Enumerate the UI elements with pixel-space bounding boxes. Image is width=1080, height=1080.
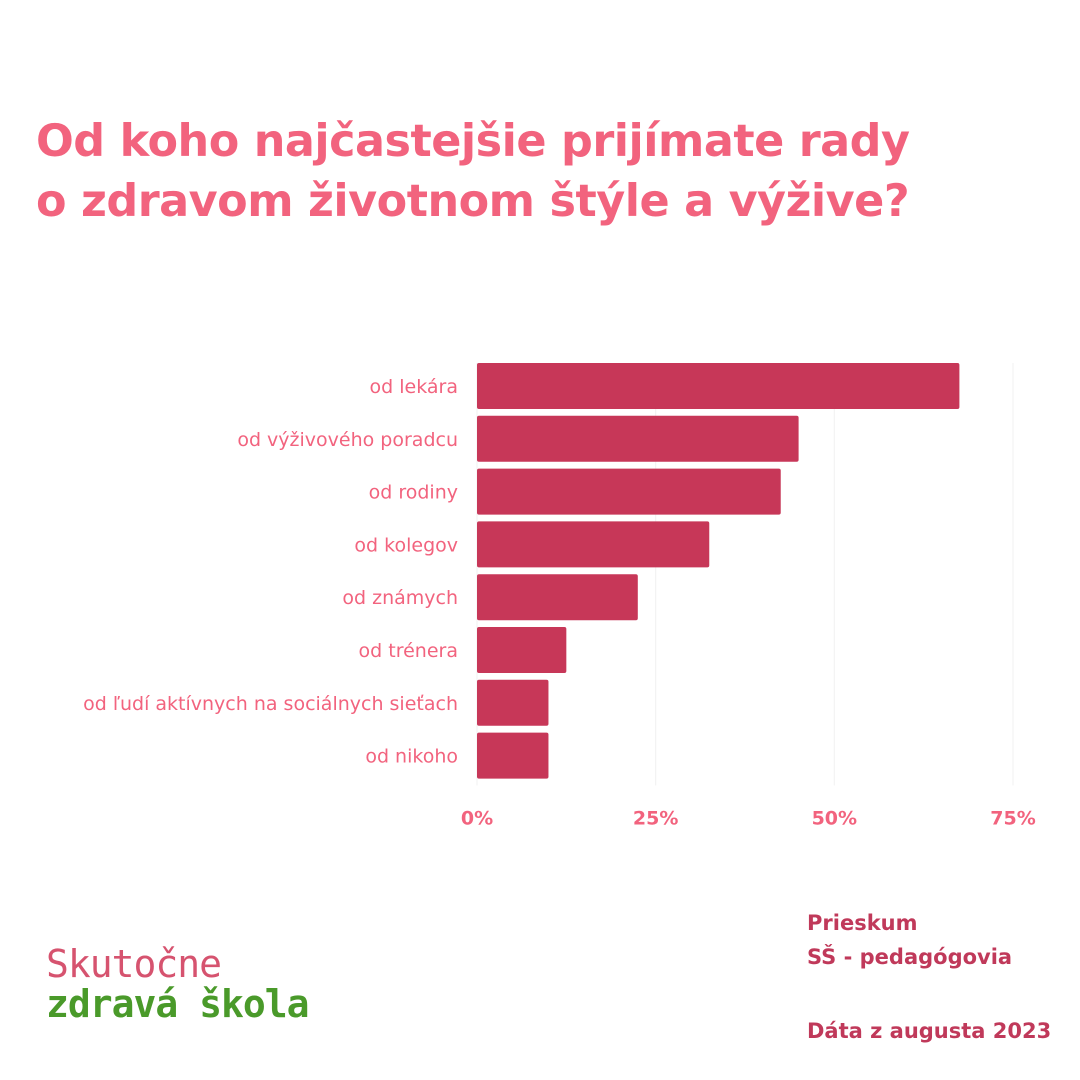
bar (477, 415, 799, 462)
bar (477, 521, 710, 568)
x-tick-label: 25% (633, 807, 678, 829)
category-label: od kolegov (354, 534, 458, 556)
bar-chart: od lekára od výživového poradcu od rodiny o… (83, 363, 1036, 829)
bar (477, 574, 638, 621)
x-axis-tick-labels: 0% 25% 50% 75% (461, 807, 1036, 829)
chart-title: Od koho najčastejšie prijímate rady o zd… (36, 112, 1056, 232)
bar (477, 468, 781, 515)
survey-info: Prieskum SŠ - pedagógovia Dáta z augusta… (807, 906, 1051, 1048)
category-label: od ľudí aktívnych na sociálnych sieťach (83, 693, 458, 715)
survey-group: SŠ - pedagógovia (807, 945, 1013, 969)
category-label: od lekára (370, 376, 458, 398)
survey-date: Dáta z augusta 2023 (807, 1019, 1052, 1043)
bar (477, 679, 549, 726)
bar (477, 363, 960, 409)
survey-name: Prieskum (807, 911, 918, 935)
x-tick-label: 50% (812, 807, 857, 829)
category-label: od rodiny (369, 482, 458, 504)
category-label: od známych (342, 587, 458, 609)
x-tick-label: 0% (461, 807, 493, 829)
x-tick-label: 75% (990, 807, 1035, 829)
logo-line-1: Skutočne (46, 942, 222, 986)
bars (477, 363, 960, 779)
chart-title-line-1: Od koho najčastejšie prijímate rady (36, 116, 910, 167)
category-label: od trénera (359, 640, 458, 662)
category-label: od výživového poradcu (237, 429, 458, 451)
bar (477, 732, 549, 779)
bar (477, 627, 567, 673)
chart-title-line-2: o zdravom životnom štýle a výžive? (36, 176, 910, 227)
category-labels: od lekára od výživového poradcu od rodiny o… (83, 376, 458, 768)
brand-logo: Skutočne zdravá škola (46, 942, 310, 1026)
category-label: od nikoho (365, 746, 458, 768)
logo-line-2: zdravá škola (46, 982, 310, 1026)
